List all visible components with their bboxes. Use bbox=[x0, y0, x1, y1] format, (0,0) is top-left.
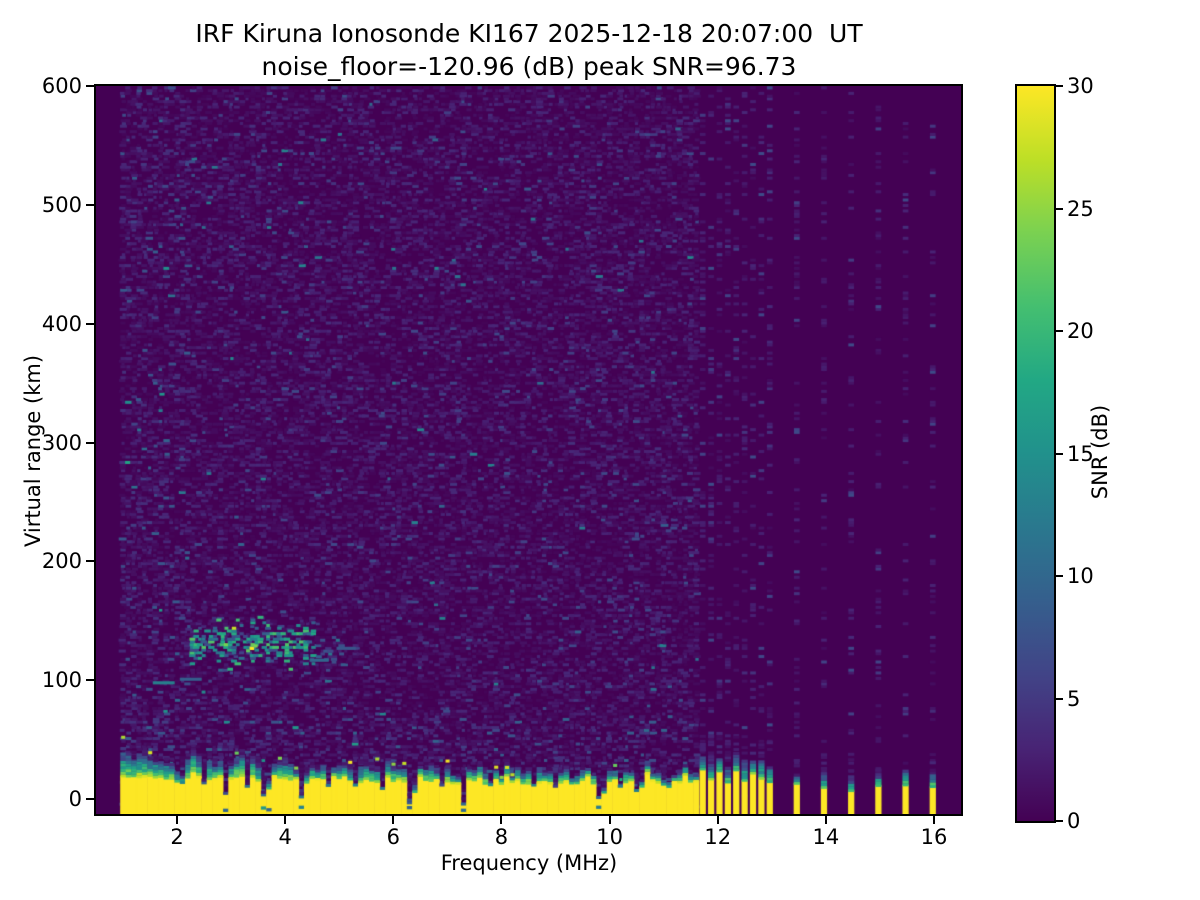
chart-subtitle: noise_floor=-120.96 (dB) peak SNR=96.73 bbox=[261, 52, 797, 81]
y-tick-mark bbox=[86, 85, 94, 87]
x-tick-mark bbox=[500, 816, 503, 824]
x-tick-label: 6 bbox=[386, 825, 401, 849]
y-tick-mark bbox=[86, 322, 94, 325]
colorbar-tick-label: 25 bbox=[1067, 196, 1094, 221]
colorbar-tick-mark bbox=[1056, 207, 1063, 210]
x-tick-mark bbox=[392, 816, 395, 824]
x-tick-mark bbox=[284, 816, 287, 824]
x-tick-label: 8 bbox=[494, 825, 509, 849]
x-tick-label: 2 bbox=[170, 825, 184, 849]
colorbar-tick-mark bbox=[1056, 330, 1063, 332]
x-tick-label: 12 bbox=[704, 825, 732, 849]
colorbar-gradient bbox=[1017, 86, 1054, 821]
y-tick-mark bbox=[86, 798, 94, 801]
colorbar-tick-label: 15 bbox=[1067, 441, 1094, 466]
y-tick-label: 200 bbox=[41, 549, 82, 574]
x-tick-label: 4 bbox=[278, 825, 292, 849]
colorbar-tick-mark bbox=[1056, 820, 1063, 822]
colorbar-tick-mark bbox=[1056, 575, 1063, 577]
y-tick-label: 600 bbox=[41, 74, 82, 98]
colorbar-tick-label: 20 bbox=[1067, 319, 1094, 343]
colorbar-frame bbox=[1015, 84, 1056, 823]
colorbar-tick-label: 10 bbox=[1067, 564, 1094, 588]
colorbar-tick-mark bbox=[1056, 452, 1063, 455]
y-tick-label: 100 bbox=[41, 668, 82, 693]
x-tick-mark bbox=[932, 816, 935, 824]
y-tick-label: 300 bbox=[41, 430, 82, 455]
x-tick-mark bbox=[176, 816, 179, 824]
colorbar-tick-mark bbox=[1056, 697, 1063, 700]
y-tick-mark bbox=[86, 679, 94, 682]
chart-title: IRF Kiruna Ionosonde KI167 2025-12-18 20… bbox=[195, 19, 863, 48]
x-tick-label: 16 bbox=[920, 825, 948, 849]
y-tick-mark bbox=[86, 441, 94, 444]
y-tick-label: 400 bbox=[41, 311, 82, 336]
x-tick-mark bbox=[824, 816, 827, 824]
y-tick-mark bbox=[86, 560, 94, 563]
x-tick-label: 10 bbox=[596, 825, 623, 849]
y-tick-mark bbox=[86, 203, 94, 206]
ionogram-heatmap-canvas bbox=[96, 86, 961, 814]
x-axis-label: Frequency (MHz) bbox=[440, 851, 618, 875]
x-tick-mark bbox=[716, 816, 719, 824]
y-tick-label: 0 bbox=[68, 787, 82, 812]
colorbar-tick-mark bbox=[1056, 85, 1063, 87]
colorbar-tick-label: 5 bbox=[1067, 686, 1081, 711]
y-tick-label: 500 bbox=[41, 192, 82, 217]
colorbar-tick-label: 0 bbox=[1067, 809, 1081, 833]
x-tick-label: 14 bbox=[812, 825, 840, 849]
x-tick-mark bbox=[608, 816, 611, 824]
colorbar-tick-label: 30 bbox=[1067, 74, 1094, 98]
plot-area-frame bbox=[94, 84, 963, 816]
